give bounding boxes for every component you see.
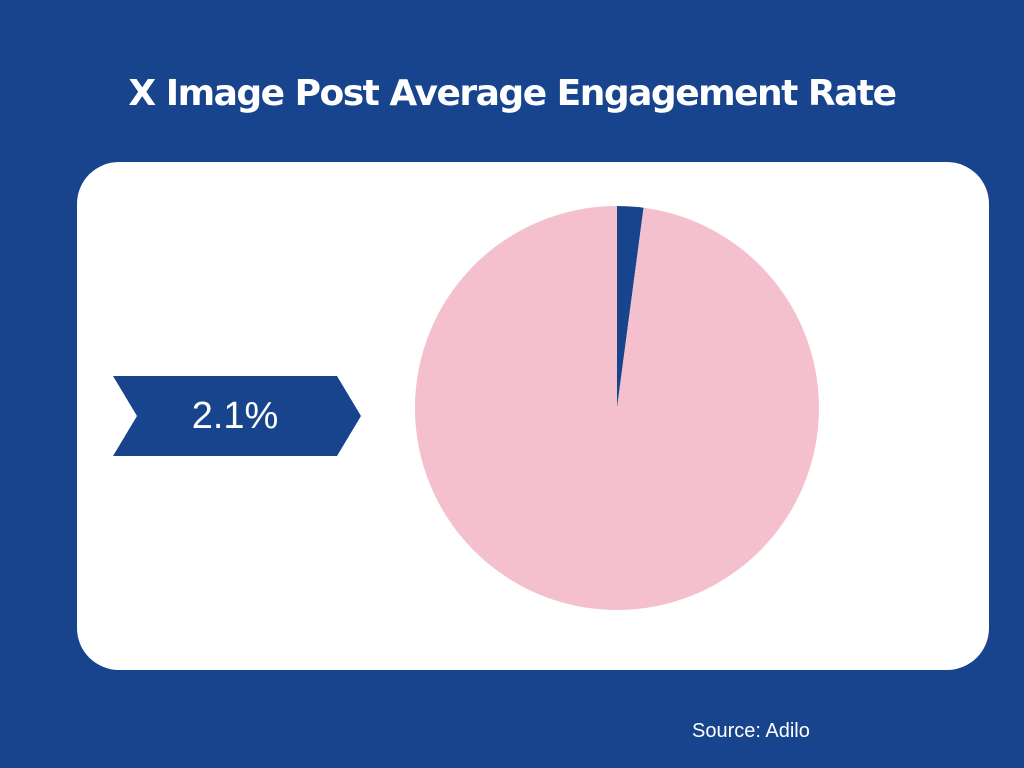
- pie-slice-highlight: [617, 206, 644, 408]
- value-banner-shape: [113, 376, 361, 456]
- pie-slice-remainder: [414, 205, 819, 610]
- pie-chart: [113, 205, 819, 610]
- chart-card: 2.1%: [77, 162, 989, 670]
- value-label: 2.1%: [191, 395, 279, 437]
- pie-slices: [414, 205, 819, 610]
- chart-title: X Image Post Average Engagement Rate: [128, 73, 897, 114]
- source-caption: Source: Adilo: [692, 720, 810, 742]
